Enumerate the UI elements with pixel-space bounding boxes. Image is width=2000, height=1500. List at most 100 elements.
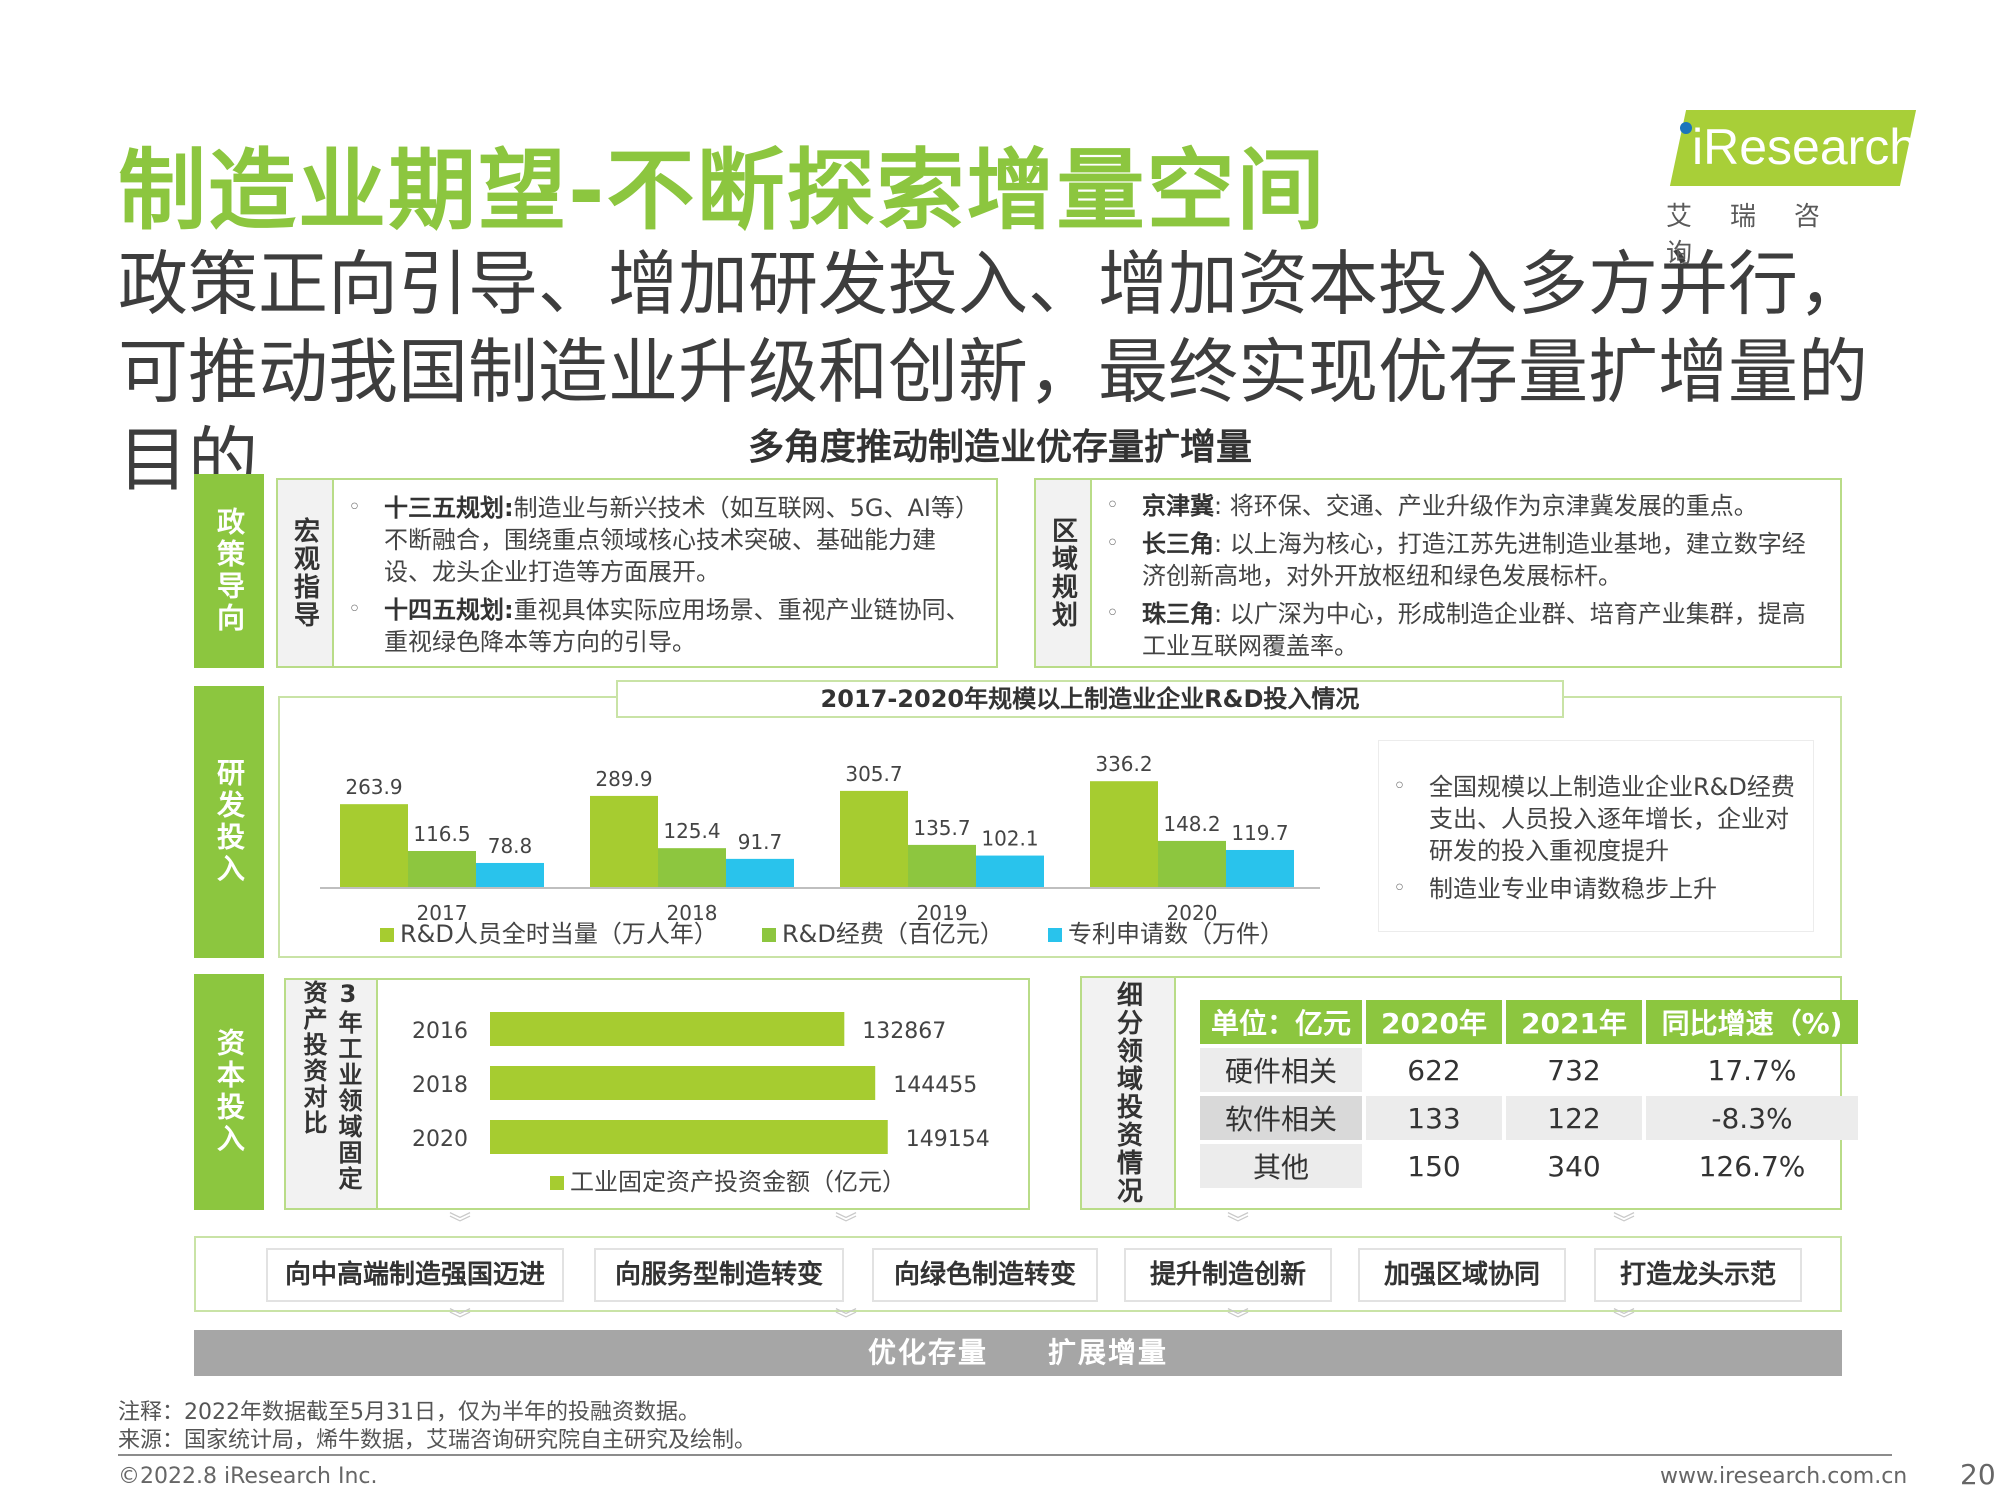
data-label: 336.2 — [1095, 752, 1152, 776]
direction-item: 向服务型制造转变 — [594, 1248, 844, 1302]
tab-rd: 研发投入 — [194, 686, 264, 958]
regional-item: 长三角: 以上海为核心，打造江苏先进制造业基地，建立数字经济创新高地，对外开放枢… — [1098, 528, 1826, 592]
table-cell: 122 — [1506, 1096, 1642, 1140]
table-row: 硬件相关 622 732 17.7% — [1200, 1048, 1858, 1092]
bar — [976, 855, 1044, 888]
bar — [490, 1012, 845, 1046]
macro-item-text: 重视具体实际应用场景、重视产业链协同、重视绿色降本等方向的引导。 — [384, 596, 970, 656]
legend-label: R&D人员全时当量（万人年） — [400, 920, 718, 948]
data-label: 102.1 — [981, 827, 1038, 851]
legend-label: R&D经费（百亿元） — [782, 920, 1004, 948]
x-tick-label: 2018 — [667, 901, 718, 925]
direction-item: 提升制造创新 — [1124, 1248, 1332, 1302]
segment-label: 细分领域投资情况 — [1082, 978, 1176, 1208]
rd-bar-chart: 263.9 116.5 78.8 2017 289.9 125.4 91.7 2018 305.… — [320, 752, 1320, 948]
direction-item: 加强区域协同 — [1358, 1248, 1566, 1302]
data-label: 144455 — [893, 1073, 977, 1098]
table-row-label: 硬件相关 — [1200, 1048, 1362, 1092]
y-tick-label: 2016 — [412, 1019, 468, 1044]
regional-item: 珠三角: 以广深为中心，形成制造企业群、培育产业集群，提高工业互联网覆盖率。 — [1098, 598, 1826, 662]
data-label: 148.2 — [1163, 812, 1220, 836]
table-cell: 732 — [1547, 1053, 1601, 1087]
bar — [476, 862, 544, 888]
table-cell: 133 — [1366, 1096, 1502, 1140]
bar — [1090, 781, 1158, 888]
macro-item-key: 十三五规划: — [384, 494, 514, 522]
legend-swatch — [1048, 928, 1062, 942]
table-row-label: 其他 — [1200, 1144, 1362, 1188]
data-label: 132867 — [862, 1019, 946, 1044]
tab-policy: 政策导向 — [194, 474, 264, 668]
chevron-down-icon: ︾ — [448, 1212, 471, 1237]
table-cell: 340 — [1547, 1149, 1601, 1183]
data-label: 119.7 — [1231, 821, 1288, 845]
regional-label: 区域规划 — [1036, 480, 1092, 666]
legend-swatch — [762, 928, 776, 942]
y-tick-label: 2020 — [412, 1127, 468, 1152]
website-link[interactable]: www.iresearch.com.cn — [1660, 1464, 1908, 1489]
chevron-down-icon: ︾ — [1226, 1212, 1249, 1237]
data-label: 116.5 — [413, 822, 470, 846]
section-title: 多角度推动制造业优存量扩增量 — [747, 427, 1252, 468]
data-label: 78.8 — [488, 834, 533, 858]
chevron-down-icon: ︾ — [1612, 1212, 1635, 1237]
legend-label: 工业固定资产投资金额（亿元） — [570, 1168, 906, 1196]
data-label: 91.7 — [738, 830, 783, 854]
bar — [840, 790, 908, 888]
bar — [590, 795, 658, 888]
chevron-down-icon: ︾ — [448, 1308, 471, 1333]
legend-swatch — [550, 1176, 564, 1190]
table-header-cell: 单位：亿元 — [1200, 1000, 1362, 1044]
table-cell: 622 — [1407, 1053, 1461, 1087]
footnote: 注释：2022年数据截至5月31日，仅为半年的投融资数据。 — [118, 1400, 700, 1425]
macro-item: 十三五规划:制造业与新兴技术（如互联网、5G、AI等）不断融合，围绕重点领域核心… — [340, 492, 980, 588]
table-header-cell: 2021年 — [1506, 1000, 1642, 1044]
regional-item-text: : 以上海为核心，打造江苏先进制造业基地，建立数字经济创新高地，对外开放枢纽和绿… — [1142, 530, 1806, 590]
table-header-cell: 同比增速（%) — [1646, 1000, 1858, 1044]
macro-item-key: 十四五规划: — [384, 596, 514, 624]
bar — [658, 848, 726, 888]
data-label: 125.4 — [663, 819, 720, 843]
tab-capital: 资本投入 — [194, 974, 264, 1210]
legend-swatch — [380, 928, 394, 942]
page-title: 制造业期望-不断探索增量空间 — [118, 139, 1327, 242]
segment-table: 单位：亿元 2020年 2021年 同比增速（%) 硬件相关 622 732 1… — [1196, 996, 1862, 1192]
data-label: 289.9 — [595, 767, 652, 791]
regional-item-text: : 将环保、交通、产业升级作为京津冀发展的重点。 — [1214, 492, 1758, 520]
regional-item-key: 长三角 — [1142, 530, 1214, 558]
x-tick-label: 2020 — [1167, 901, 1218, 925]
direction-item: 向中高端制造强国迈进 — [266, 1248, 564, 1302]
macro-label: 宏观指导 — [278, 480, 334, 666]
summary-bar: 优化存量 扩展增量 — [194, 1330, 1842, 1376]
data-label: 135.7 — [913, 816, 970, 840]
macro-item-text: 制造业与新兴技术（如互联网、5G、AI等）不断融合，围绕重点领域核心技术突破、基… — [384, 494, 979, 586]
logo-chinese: 艾瑞咨询 — [1666, 202, 1859, 269]
bar — [408, 850, 476, 888]
data-label: 263.9 — [345, 775, 402, 799]
x-tick-label: 2019 — [917, 901, 968, 925]
macro-item: 十四五规划:重视具体实际应用场景、重视产业链协同、重视绿色降本等方向的引导。 — [340, 594, 980, 658]
direction-item: 向绿色制造转变 — [872, 1248, 1098, 1302]
bar — [908, 844, 976, 888]
data-label: 149154 — [906, 1127, 990, 1152]
bar — [1226, 849, 1294, 888]
y-tick-label: 2018 — [412, 1073, 468, 1098]
bar — [340, 804, 408, 888]
table-cell: 126.7% — [1698, 1149, 1806, 1183]
bar — [490, 1066, 876, 1100]
regional-list: 京津冀: 将环保、交通、产业升级作为京津冀发展的重点。 长三角: 以上海为核心，… — [1098, 490, 1826, 668]
footer-divider — [118, 1454, 1892, 1456]
regional-item-text: : 以广深为中心，形成制造企业群、培育产业集群，提高工业互联网覆盖率。 — [1142, 600, 1806, 660]
regional-item: 京津冀: 将环保、交通、产业升级作为京津冀发展的重点。 — [1098, 490, 1826, 522]
rd-chart-title: 2017-2020年规模以上制造业企业R&D投入情况 — [616, 680, 1564, 718]
source-note: 来源：国家统计局，烯牛数据，艾瑞咨询研究院自主研究及绘制。 — [118, 1428, 757, 1453]
capital-label: 3年工业领域固定资产投资对比 — [286, 980, 378, 1208]
table-row-label: 软件相关 — [1200, 1096, 1362, 1140]
table-cell: 17.7% — [1707, 1053, 1797, 1087]
iresearch-logo: iResearch 艾瑞咨询 — [1660, 104, 1920, 269]
x-tick-label: 2017 — [417, 901, 468, 925]
logo-dot — [1680, 122, 1692, 134]
direction-panel — [194, 1236, 1842, 1312]
chevron-down-icon: ︾ — [1612, 1308, 1635, 1333]
table-row: 其他 150 340 126.7% — [1200, 1144, 1858, 1188]
